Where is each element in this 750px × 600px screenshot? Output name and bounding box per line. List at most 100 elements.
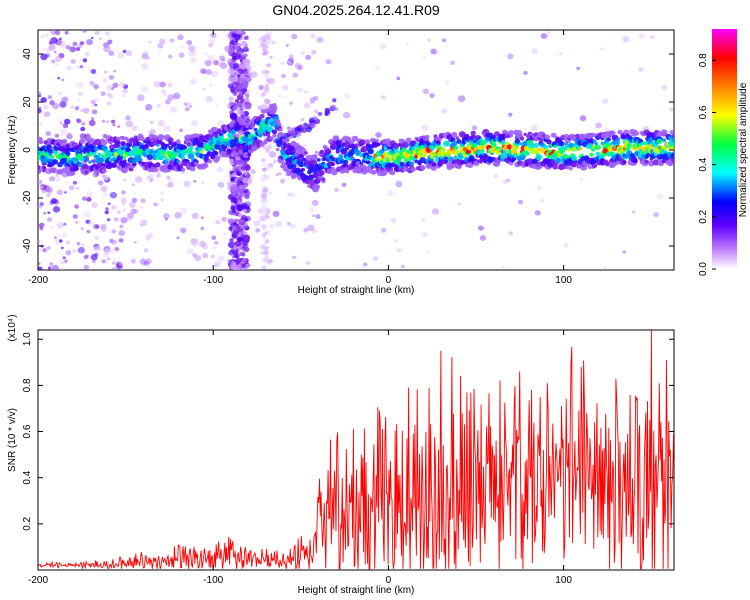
spectrogram-cell <box>57 99 61 103</box>
spectrogram-cell <box>54 236 57 239</box>
spectrogram-cell <box>332 98 337 103</box>
spectrogram-cell <box>82 58 88 63</box>
spectrogram-cell <box>217 255 225 262</box>
spectrogram-cell <box>64 180 69 184</box>
spectrogram-cell <box>259 114 265 119</box>
snr-xlabel: Height of straight line (km) <box>298 585 415 596</box>
spectrogram-cell <box>229 238 234 243</box>
spectrogram-cell <box>260 251 265 255</box>
spectrogram-cell <box>113 70 116 73</box>
spectrogram-cell <box>458 152 463 157</box>
spectrogram-cell <box>118 238 124 243</box>
spectrogram-cell <box>304 90 308 94</box>
spectrogram-cell <box>314 109 319 114</box>
spectrogram-cell <box>238 194 242 198</box>
spectrogram-cell <box>250 71 258 78</box>
spectrogram-cell <box>116 263 123 270</box>
spectrogram-cell <box>261 92 266 96</box>
spectrogram-cell <box>244 172 248 176</box>
spectrogram-cell <box>261 257 268 264</box>
spectrogram-cell <box>269 151 277 158</box>
spectrogram-cell <box>144 143 150 148</box>
spectrogram-cell <box>266 259 272 264</box>
spectrogram-cell <box>294 130 300 135</box>
spectrogram-cell <box>265 214 270 220</box>
spectrogram-cell <box>58 91 63 96</box>
spectrogram-cell <box>396 248 402 253</box>
spectrogram-cell <box>309 97 316 103</box>
spectrogram-cell <box>244 263 250 269</box>
spectrogram-cell <box>262 173 269 179</box>
spectrogram-cell <box>258 85 264 90</box>
spectrogram-cell <box>430 48 438 55</box>
spectrogram-cell <box>165 99 171 105</box>
spectrogram-cell <box>38 94 42 98</box>
spectrogram-cell <box>169 106 177 113</box>
spectrogram-cell <box>638 67 644 72</box>
spectrogram-cell <box>431 162 437 167</box>
spectrogram-cell <box>85 219 91 224</box>
spectrogram-cell <box>175 139 181 144</box>
spectrogram-cell <box>100 226 107 233</box>
spectrogram-cell <box>86 197 92 202</box>
spectrogram-cell <box>138 157 143 162</box>
spectrogram-cell <box>245 104 252 110</box>
spectrogram-cell <box>302 143 307 148</box>
spectrogram-cell <box>131 183 135 186</box>
spectrogram-cell <box>77 91 84 97</box>
spectrogram-cell <box>118 230 125 237</box>
spectrogram-cell <box>168 145 173 150</box>
spectrogram-cell <box>38 262 41 265</box>
spectrogram-cell <box>69 170 76 176</box>
spectrogram-cell <box>298 124 304 129</box>
spectrogram-cell <box>202 252 209 258</box>
spectrogram-cell <box>145 103 153 111</box>
spectrogram-cell <box>507 53 514 60</box>
spectrogram-cell <box>321 177 326 181</box>
spectrogram-cell <box>376 142 381 147</box>
colorbar-tick-label: 0.4 <box>698 157 709 171</box>
colorbar-gradient <box>712 29 737 269</box>
spectrogram-cell <box>478 225 484 231</box>
spectrogram-cell <box>162 92 168 97</box>
spectrogram-cell <box>258 36 265 43</box>
spectrogram-cell <box>272 210 280 217</box>
spectrogram-cell <box>261 195 268 201</box>
spectrogram-cell <box>325 109 330 115</box>
spectrogram-cell <box>289 192 296 198</box>
spectrogram-xtick-label: 100 <box>555 275 572 286</box>
snr-xtick-label: 100 <box>555 575 572 586</box>
spectrogram-cell <box>174 212 182 219</box>
spectrogram-cell <box>168 141 173 146</box>
spectrogram-cell <box>52 159 59 165</box>
spectrogram-cell <box>243 208 248 213</box>
spectrogram-cell <box>109 191 117 199</box>
spectrogram-cell <box>250 124 255 129</box>
spectrogram-cell <box>318 170 325 176</box>
spectrogram-cell <box>40 97 47 103</box>
spectrogram-cell <box>264 86 270 91</box>
spectrogram-cell <box>314 150 318 154</box>
spectrogram-cell <box>264 85 270 90</box>
spectrogram-cell <box>119 160 124 164</box>
spectrogram-cell <box>530 124 538 132</box>
spectrogram-cell <box>232 63 239 69</box>
spectrogram-cell <box>187 153 195 160</box>
spectrogram-cell <box>244 184 248 188</box>
figure-title: GN04.2025.264.12.41.R09 <box>272 2 440 18</box>
spectrogram-cell <box>263 240 268 245</box>
spectrogram-ytick-label: 40 <box>22 48 33 60</box>
spectrogram-cell <box>265 260 271 266</box>
spectrogram-cell <box>156 103 162 108</box>
spectrogram-cell <box>189 165 196 172</box>
spectrogram-cell <box>106 120 110 124</box>
spectrogram-cell <box>79 41 85 46</box>
spectrogram-cell <box>229 261 233 265</box>
spectrogram-cell <box>207 159 213 164</box>
spectrogram-cell <box>52 206 61 213</box>
spectrogram-cell <box>544 134 551 140</box>
spectrogram-cell <box>260 108 267 114</box>
spectrogram-cell <box>235 102 241 108</box>
spectrogram-cell <box>143 153 148 158</box>
spectrogram-cell <box>186 248 194 255</box>
